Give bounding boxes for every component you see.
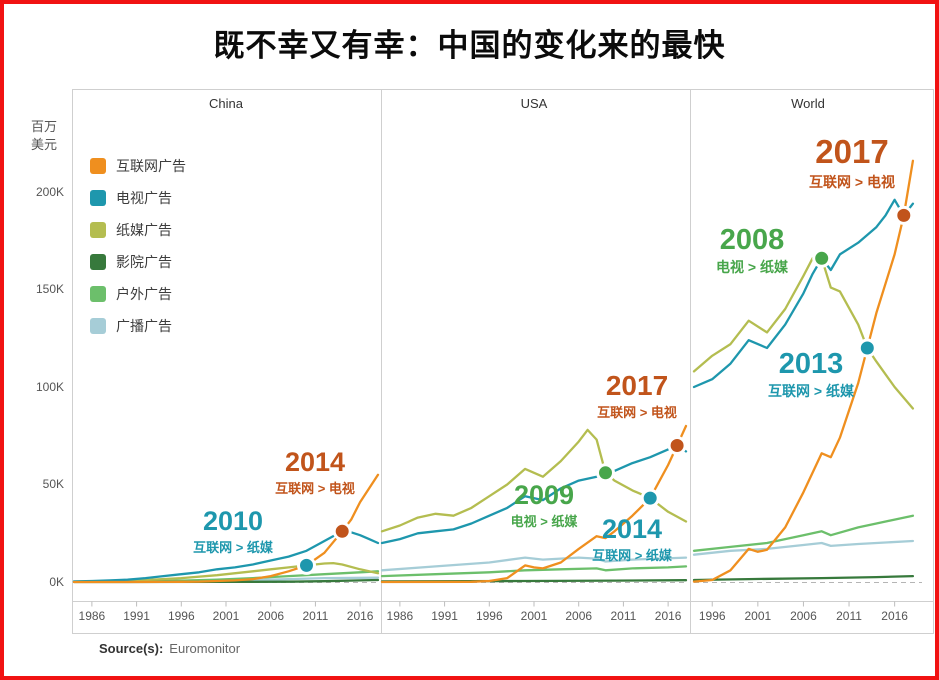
x-tick-label: 1991 (123, 609, 150, 623)
panel-title-usa: USA (520, 96, 548, 111)
usa-tv-line (380, 444, 688, 545)
y-axis-unit-line1: 百万 (31, 119, 58, 134)
y-axis-tick: 150K (35, 282, 64, 296)
y-axis-tick: 200K (35, 185, 64, 199)
usa-print-line (380, 428, 688, 533)
legend: 互联网广告 电视广告 纸媒广告 影院广告 户外广告 广播广告 (90, 156, 186, 348)
x-tick-label: 1986 (387, 609, 414, 623)
legend-swatch (90, 190, 106, 206)
legend-item-outdoor: 户外广告 (90, 284, 186, 304)
x-tick-label: 1996 (168, 609, 195, 623)
legend-swatch (90, 254, 106, 270)
legend-swatch (90, 286, 106, 302)
source-note: Source(s): Euromonitor (99, 641, 240, 656)
legend-item-internet: 互联网广告 (90, 156, 186, 176)
legend-item-print: 纸媒广告 (90, 220, 186, 240)
crossover-dot-china-2014 (332, 521, 352, 541)
x-tick-label: 2001 (521, 609, 548, 623)
x-tick-label: 2001 (744, 609, 771, 623)
world-cinema-line (692, 574, 915, 582)
legend-swatch (90, 318, 106, 334)
legend-label: 纸媒广告 (116, 222, 172, 238)
x-tick-label: 2011 (303, 609, 329, 623)
legend-label: 广播广告 (116, 318, 172, 334)
x-tick-label: 1996 (699, 609, 726, 623)
crossover-dot-china-2010 (297, 555, 316, 575)
y-axis-unit-label: 百万 美元 (31, 118, 57, 153)
china-internet-line (72, 473, 380, 584)
legend-label: 影院广告 (116, 254, 172, 270)
x-tick-label: 2016 (881, 609, 908, 623)
crossover-dot-world-2013 (857, 338, 877, 358)
world-print-line (692, 257, 915, 410)
panel-title-world: World (791, 96, 825, 111)
usa-radio-line (380, 556, 688, 572)
usa-internet-line (380, 424, 688, 584)
x-tick-label: 2006 (565, 609, 592, 623)
source-label: Source(s): (99, 641, 164, 656)
world-internet-line (692, 159, 915, 583)
crossover-dot-world-2008 (812, 248, 832, 268)
usa-outdoor-line (380, 565, 688, 578)
x-tick-label: 2011 (611, 609, 637, 623)
crossover-dot-usa-2009 (596, 463, 615, 483)
chart-canvas: 1986 1991 1996 2001 2006 2011 2016 1986 1991 1996… (72, 89, 934, 634)
x-tick-label: 1991 (431, 609, 458, 623)
legend-label: 户外广告 (116, 286, 172, 302)
y-axis-tick: 50K (42, 477, 64, 491)
x-tick-label: 2016 (655, 609, 682, 623)
x-tick-label: 2011 (836, 609, 862, 623)
y-axis-unit-line2: 美元 (31, 136, 58, 152)
crossover-dot-usa-2014 (640, 488, 660, 508)
legend-label: 互联网广告 (116, 158, 186, 174)
china-print-line (72, 561, 380, 583)
x-tick-label: 1986 (79, 609, 106, 623)
legend-label: 电视广告 (116, 190, 172, 206)
x-tick-label: 2016 (347, 609, 374, 623)
world-outdoor-line (692, 514, 915, 552)
legend-swatch (90, 222, 106, 238)
legend-item-tv: 电视广告 (90, 188, 186, 208)
world-tv-line (692, 198, 915, 389)
y-axis-tick: 0K (49, 575, 64, 589)
x-tick-label: 2001 (213, 609, 240, 623)
source-value: Euromonitor (169, 641, 241, 656)
world-radio-line (692, 539, 915, 556)
chart-title: 既不幸又有幸：中国的变化来的最快 (213, 28, 726, 63)
panel-title-china: China (209, 96, 243, 111)
legend-item-cinema: 影院广告 (90, 252, 186, 272)
chart-frame (72, 89, 934, 634)
x-tick-label: 2006 (257, 609, 284, 623)
x-tick-label: 1996 (476, 609, 503, 623)
crossover-dot-world-2017 (894, 205, 914, 225)
x-tick-label: 2006 (790, 609, 817, 623)
crossover-dot-usa-2017 (667, 436, 687, 455)
y-axis-tick: 100K (35, 380, 64, 394)
legend-item-radio: 广播广告 (90, 316, 186, 336)
legend-swatch (90, 158, 106, 174)
